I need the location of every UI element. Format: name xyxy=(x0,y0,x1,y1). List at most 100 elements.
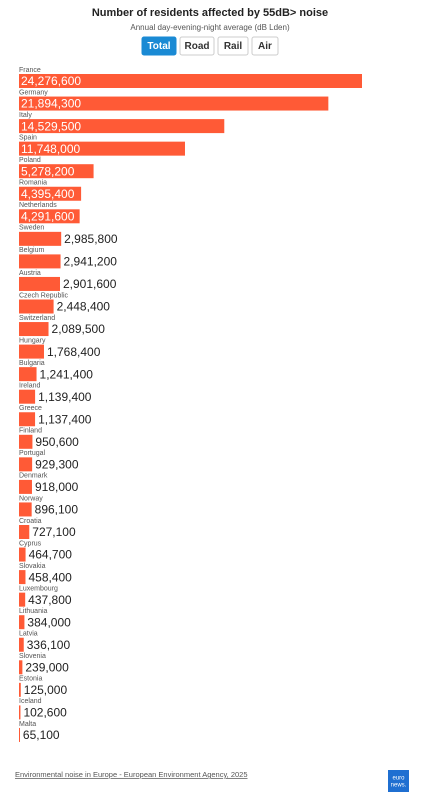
bar xyxy=(19,209,80,224)
category-label: Denmark xyxy=(19,473,48,480)
value-label: 14,529,500 xyxy=(21,119,81,133)
value-label: 4,291,600 xyxy=(21,209,75,223)
category-label: Bulgaria xyxy=(19,360,45,367)
value-label: 24,276,600 xyxy=(21,74,81,88)
bar xyxy=(19,367,37,382)
bar xyxy=(19,570,26,585)
bar xyxy=(19,254,61,269)
value-label: 464,700 xyxy=(29,548,73,562)
bar xyxy=(19,525,30,539)
category-label: Belgium xyxy=(19,247,44,254)
tab[interactable] xyxy=(141,36,177,56)
value-label: 384,000 xyxy=(27,615,71,629)
category-label: Iceland xyxy=(19,698,42,705)
category-label: Luxembourg xyxy=(19,585,58,592)
category-label: Poland xyxy=(19,157,41,164)
value-label: 21,894,300 xyxy=(21,97,81,111)
category-label: Greece xyxy=(19,405,42,412)
value-label: 458,400 xyxy=(28,570,72,584)
value-label: 929,300 xyxy=(35,458,79,472)
value-label: 2,985,800 xyxy=(64,232,118,246)
bar xyxy=(19,164,94,179)
category-label: Malta xyxy=(19,721,36,728)
bar xyxy=(19,547,26,562)
value-label: 1,137,400 xyxy=(38,412,92,426)
logo xyxy=(388,770,409,792)
tab-label[interactable]: Total xyxy=(147,41,170,52)
bar xyxy=(19,502,32,517)
bar xyxy=(19,96,329,111)
category-label: Netherlands xyxy=(19,202,57,209)
bar xyxy=(19,682,21,697)
source[interactable]: Environmental noise in Europe - European… xyxy=(15,770,248,779)
logo-text: euro xyxy=(392,776,405,782)
chart-title: Number of residents affected by 55dB> no… xyxy=(92,7,328,19)
bar xyxy=(19,74,362,88)
value-label: 727,100 xyxy=(32,525,76,539)
bar xyxy=(19,276,60,291)
value-label: 2,089,500 xyxy=(52,322,106,336)
bar xyxy=(19,141,185,156)
value-label: 896,100 xyxy=(35,503,79,517)
category-label: Estonia xyxy=(19,676,42,683)
category-label: Austria xyxy=(19,270,41,277)
category-label: Czech Republic xyxy=(19,292,69,299)
value-label: 2,448,400 xyxy=(57,300,111,314)
category-label: Norway xyxy=(19,495,43,502)
value-label: 102,600 xyxy=(23,706,67,720)
bar xyxy=(19,119,225,134)
tab-label[interactable]: Air xyxy=(258,41,272,52)
bar xyxy=(19,434,33,449)
category-label: Slovenia xyxy=(19,653,46,660)
bar xyxy=(19,479,32,494)
chart-subtitle: Annual day-evening-night average (dB Lde… xyxy=(130,23,290,32)
bar xyxy=(19,231,62,246)
value-label: 918,000 xyxy=(35,480,79,494)
value-label: 336,100 xyxy=(27,638,71,652)
bar xyxy=(19,186,82,201)
bar xyxy=(19,412,36,427)
value-label: 4,395,400 xyxy=(21,187,75,201)
bar xyxy=(19,637,24,652)
bar xyxy=(19,592,26,607)
tab[interactable] xyxy=(251,36,279,56)
category-label: Hungary xyxy=(19,337,46,344)
bar xyxy=(19,660,23,675)
tab[interactable] xyxy=(217,36,249,56)
tab[interactable] xyxy=(179,36,215,56)
category-label: Lithuania xyxy=(19,608,48,615)
bar xyxy=(19,705,21,720)
category-label: Romania xyxy=(19,180,47,187)
value-label: 239,000 xyxy=(25,660,69,674)
category-label: Portugal xyxy=(19,450,46,457)
bar xyxy=(19,615,25,630)
bar xyxy=(19,344,44,359)
bar xyxy=(19,389,36,404)
value-label: 437,800 xyxy=(28,593,72,607)
category-label: Finland xyxy=(19,428,42,435)
tab-label[interactable]: Road xyxy=(185,41,210,52)
value-label: 2,941,200 xyxy=(64,255,118,269)
bar xyxy=(19,457,33,472)
bar xyxy=(19,299,54,314)
value-label: 950,600 xyxy=(35,435,79,449)
category-label: Spain xyxy=(19,134,37,141)
value-label: 11,748,000 xyxy=(21,142,80,156)
category-label: Cyprus xyxy=(19,540,42,547)
tab-label[interactable]: Rail xyxy=(224,41,243,52)
bar xyxy=(19,727,20,742)
value-label: 2,901,600 xyxy=(63,277,117,291)
value-label: 1,768,400 xyxy=(47,345,101,359)
value-label: 1,139,400 xyxy=(38,390,92,404)
value-label: 65,100 xyxy=(23,728,60,742)
value-label: 5,278,200 xyxy=(21,164,75,178)
category-label: Croatia xyxy=(19,518,42,525)
category-label: Germany xyxy=(19,89,48,96)
category-label: Sweden xyxy=(19,225,44,232)
category-label: France xyxy=(19,67,41,74)
category-label: Italy xyxy=(19,112,32,119)
logo-text: news. xyxy=(391,783,407,789)
category-label: Slovakia xyxy=(19,563,46,570)
value-label: 1,241,400 xyxy=(40,367,94,381)
